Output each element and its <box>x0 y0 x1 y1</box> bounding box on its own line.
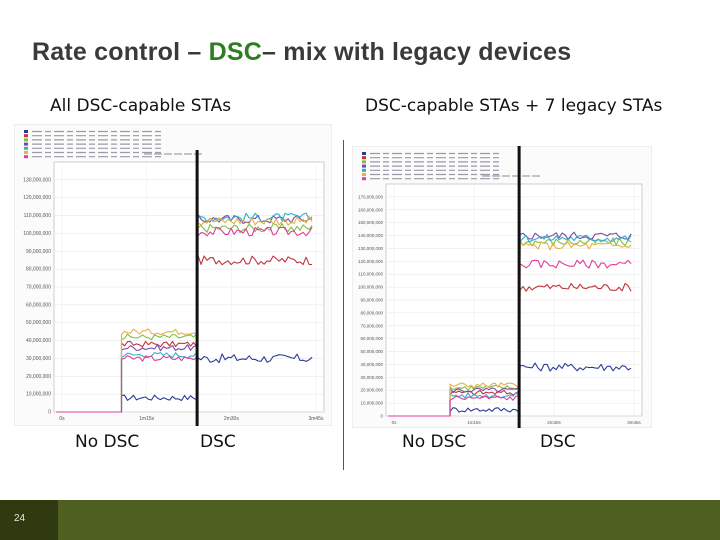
series-line <box>388 282 632 417</box>
y-tick-label: 100,000,000 <box>23 231 51 237</box>
y-tick-label: 160,000,000 <box>358 207 384 212</box>
right-label-no-dsc: No DSC <box>402 432 467 452</box>
x-tick-label: 0s <box>59 416 65 422</box>
title-accent: DSC <box>208 38 263 66</box>
y-tick-label: 170,000,000 <box>358 194 384 199</box>
left-throughput-chart: 0 10,000,000 20,000,000 30,000,000 40,000,00… <box>14 124 332 426</box>
y-tick-label: 0 <box>380 414 383 419</box>
y-tick-label: 110,000,000 <box>358 272 383 277</box>
y-tick-label: 50,000,000 <box>26 320 51 326</box>
dsc-switch-marker <box>195 150 199 426</box>
series-line <box>56 255 313 413</box>
y-tick-label: 70,000,000 <box>360 323 383 328</box>
y-tick-label: 140,000,000 <box>358 233 384 238</box>
right-throughput-chart: 0 10,000,000 20,000,000 30,000,000 40,000,00… <box>352 146 652 428</box>
legend-swatch <box>362 156 366 160</box>
legend-swatch <box>24 155 28 159</box>
series-line <box>56 226 313 413</box>
x-tick-label: 2m30s <box>547 420 561 425</box>
legend-swatch <box>24 130 28 133</box>
legend-swatch <box>362 177 366 181</box>
series-line <box>388 259 632 417</box>
y-tick-label: 90,000,000 <box>360 298 383 303</box>
footer-stripe <box>0 500 58 540</box>
legend-swatch <box>24 134 28 138</box>
right-panel-heading: DSC-capable STAs + 7 legacy STAs <box>365 96 663 116</box>
y-tick-label: 70,000,000 <box>26 285 51 291</box>
y-tick-label: 110,000,000 <box>24 213 52 219</box>
chart-legend <box>24 130 164 159</box>
y-tick-label: 130,000,000 <box>23 177 51 183</box>
legend-swatch <box>24 142 28 146</box>
x-tick-label: 3m45s <box>627 420 641 425</box>
title-part1: Rate control – <box>32 38 209 66</box>
y-tick-label: 20,000,000 <box>26 374 51 380</box>
series-line <box>56 353 313 413</box>
panel-divider <box>343 140 344 470</box>
y-tick-label: 50,000,000 <box>360 349 383 354</box>
x-tick-label: 3m45s <box>308 416 324 422</box>
x-tick-label: 1m15s <box>467 420 481 425</box>
chart-legend <box>362 152 502 181</box>
right-label-dsc: DSC <box>540 432 576 452</box>
series-line <box>388 237 632 417</box>
slide-title: Rate control – DSC– mix with legacy devi… <box>32 38 571 67</box>
left-label-dsc: DSC <box>200 432 236 452</box>
legend-swatch <box>362 160 366 164</box>
series-line <box>388 241 632 417</box>
y-tick-label: 100,000,000 <box>358 285 384 290</box>
y-tick-label: 60,000,000 <box>26 302 51 308</box>
y-tick-label: 40,000,000 <box>360 362 383 367</box>
legend-swatch <box>24 151 28 154</box>
left-panel-heading: All DSC-capable STAs <box>50 96 232 116</box>
y-tick-label: 130,000,000 <box>358 246 384 251</box>
legend-swatch <box>24 146 28 150</box>
y-tick-label: 60,000,000 <box>360 336 383 341</box>
series-line <box>388 362 632 417</box>
legend-swatch <box>24 138 28 142</box>
x-tick-label: 0s <box>392 420 398 425</box>
series-line <box>388 231 632 417</box>
y-tick-label: 120,000,000 <box>358 259 384 264</box>
y-tick-label: 40,000,000 <box>26 338 51 344</box>
page-number: 24 <box>14 513 26 524</box>
y-tick-label: 80,000,000 <box>26 267 51 273</box>
y-tick-label: 10,000,000 <box>360 401 383 406</box>
legend-swatch <box>362 173 366 176</box>
y-tick-label: 80,000,000 <box>360 310 383 315</box>
left-label-no-dsc: No DSC <box>75 432 140 452</box>
y-tick-label: 120,000,000 <box>23 195 51 201</box>
legend-swatch <box>362 164 366 168</box>
y-tick-label: 20,000,000 <box>360 388 383 393</box>
series-line <box>56 214 313 413</box>
y-tick-label: 90,000,000 <box>26 249 51 255</box>
y-tick-label: 30,000,000 <box>26 356 51 362</box>
y-tick-label: 0 <box>48 410 51 416</box>
title-part2: – mix with legacy devices <box>262 38 572 66</box>
series-line <box>388 233 632 417</box>
footer-bar: 24 <box>0 500 720 540</box>
dsc-switch-marker <box>517 146 521 428</box>
x-tick-label: 1m15s <box>139 416 155 422</box>
y-tick-label: 10,000,000 <box>26 392 51 398</box>
legend-swatch <box>362 152 366 155</box>
y-tick-label: 30,000,000 <box>360 375 383 380</box>
x-tick-label: 2m30s <box>224 416 240 422</box>
y-tick-label: 150,000,000 <box>358 220 384 225</box>
legend-swatch <box>362 168 366 172</box>
series-line <box>56 216 313 413</box>
